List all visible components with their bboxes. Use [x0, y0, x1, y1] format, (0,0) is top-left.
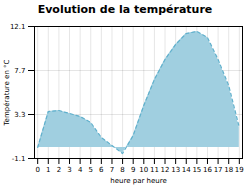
svg-text:4: 4 [78, 166, 83, 174]
svg-text:16: 16 [203, 166, 212, 174]
svg-text:1: 1 [46, 166, 50, 174]
html-text:Evolution de la température: Evolution de la température [37, 3, 213, 16]
svg-text:15: 15 [192, 166, 201, 174]
svg-text:10: 10 [139, 166, 148, 174]
svg-text:19: 19 [235, 166, 244, 174]
svg-text:3.3: 3.3 [14, 111, 25, 119]
svg-text:12: 12 [161, 166, 170, 174]
svg-text:9: 9 [131, 166, 135, 174]
svg-text:-1.1: -1.1 [12, 155, 26, 163]
svg-text:7: 7 [110, 166, 114, 174]
svg-text:Température en °C: Température en °C [3, 59, 11, 126]
svg-text:18: 18 [224, 166, 233, 174]
svg-text:17: 17 [214, 166, 223, 174]
svg-text:2: 2 [57, 166, 61, 174]
svg-text:0: 0 [35, 166, 39, 174]
svg-text:5: 5 [89, 166, 93, 174]
svg-text:13: 13 [171, 166, 180, 174]
svg-text:3: 3 [67, 166, 71, 174]
svg-text:heure par heure: heure par heure [110, 177, 166, 185]
svg-text:7.7: 7.7 [14, 67, 25, 75]
svg-text:14: 14 [182, 166, 191, 174]
svg-text:11: 11 [150, 166, 159, 174]
svg-text:8: 8 [120, 166, 124, 174]
svg-text:12.1: 12.1 [10, 23, 26, 31]
svg-text:6: 6 [99, 166, 104, 174]
